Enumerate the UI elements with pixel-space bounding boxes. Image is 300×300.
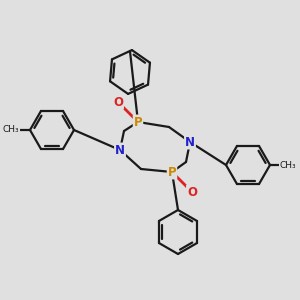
Text: CH₃: CH₃ [280, 160, 296, 169]
Text: N: N [115, 143, 125, 157]
Text: O: O [187, 185, 197, 199]
Text: P: P [168, 166, 176, 178]
Text: P: P [134, 116, 142, 128]
Text: O: O [113, 95, 123, 109]
Text: CH₃: CH₃ [3, 125, 19, 134]
Text: N: N [185, 136, 195, 148]
